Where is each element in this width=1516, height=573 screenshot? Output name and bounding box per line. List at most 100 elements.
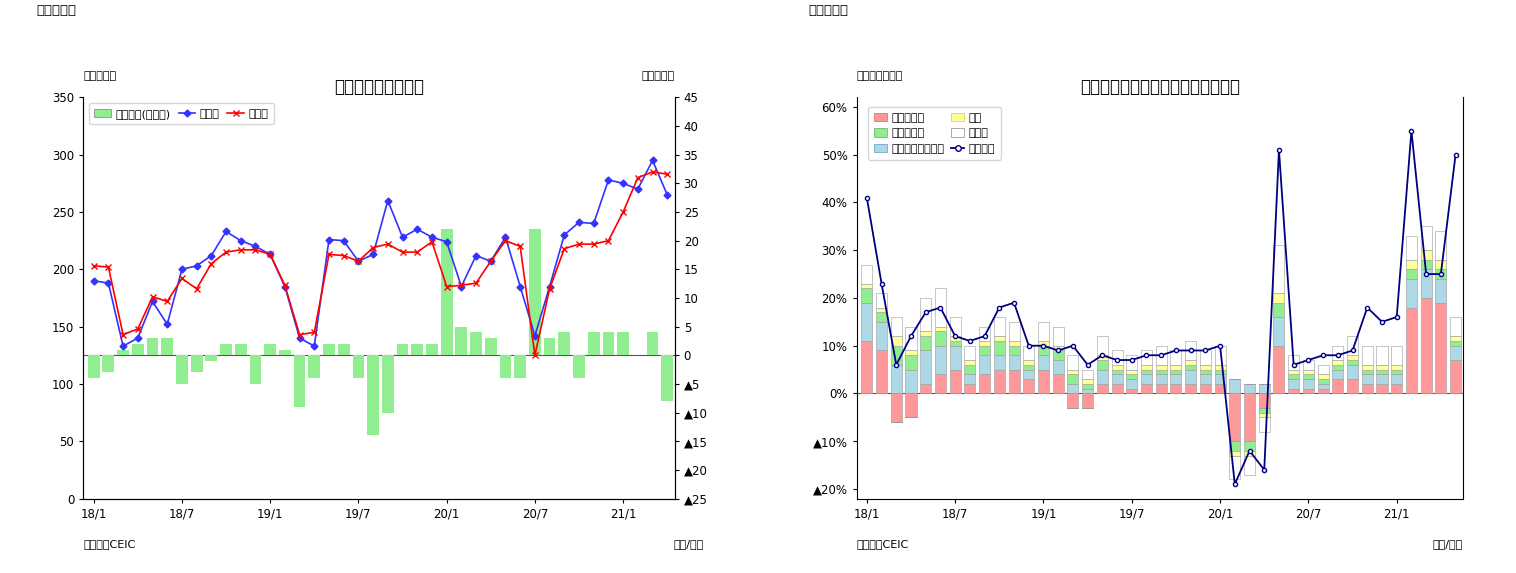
- Bar: [1214, 384, 1225, 394]
- Bar: [1361, 384, 1373, 394]
- Bar: [382, 355, 394, 413]
- Bar: [1451, 360, 1461, 394]
- Bar: [1067, 394, 1078, 408]
- Bar: [1229, 451, 1240, 456]
- Bar: [949, 336, 961, 341]
- Bar: [905, 370, 917, 394]
- Bar: [1008, 322, 1020, 341]
- Bar: [994, 341, 1005, 355]
- Bar: [1273, 303, 1284, 317]
- Bar: [1142, 374, 1152, 384]
- Bar: [979, 346, 990, 355]
- Bar: [1214, 370, 1225, 374]
- Bar: [1317, 379, 1328, 384]
- Bar: [147, 338, 158, 355]
- Bar: [1317, 365, 1328, 374]
- Bar: [1289, 379, 1299, 388]
- Bar: [1392, 384, 1402, 394]
- Bar: [1245, 394, 1255, 441]
- Bar: [1155, 384, 1167, 394]
- Bar: [964, 346, 975, 360]
- Bar: [935, 327, 946, 331]
- Bar: [1258, 413, 1270, 417]
- Bar: [920, 298, 931, 331]
- Bar: [935, 374, 946, 394]
- Bar: [1008, 341, 1020, 346]
- Bar: [1436, 260, 1446, 269]
- Bar: [1111, 370, 1122, 374]
- Bar: [905, 351, 917, 355]
- Bar: [1436, 231, 1446, 260]
- Bar: [905, 327, 917, 351]
- Bar: [1126, 355, 1137, 370]
- Bar: [1067, 355, 1078, 370]
- Bar: [891, 394, 902, 422]
- Bar: [1186, 341, 1196, 360]
- Bar: [1199, 365, 1211, 370]
- Bar: [88, 355, 100, 378]
- Bar: [1420, 269, 1431, 298]
- Bar: [1377, 370, 1387, 374]
- Bar: [905, 394, 917, 417]
- Bar: [994, 317, 1005, 336]
- Bar: [949, 317, 961, 336]
- Bar: [161, 338, 173, 355]
- Bar: [1186, 365, 1196, 370]
- Bar: [994, 355, 1005, 370]
- Bar: [1392, 370, 1402, 374]
- Bar: [1082, 394, 1093, 408]
- Bar: [1170, 374, 1181, 384]
- Bar: [920, 384, 931, 394]
- Bar: [1199, 384, 1211, 394]
- Bar: [588, 332, 600, 355]
- Bar: [1126, 370, 1137, 374]
- Bar: [1111, 351, 1122, 365]
- Bar: [1258, 408, 1270, 413]
- Bar: [647, 332, 658, 355]
- Bar: [1333, 365, 1343, 370]
- Bar: [367, 355, 379, 435]
- Bar: [1126, 374, 1137, 379]
- Legend: 電話・部品, 織物・衣類, 電気製品・同部品, 履物, その他, 輸出合計: 電話・部品, 織物・衣類, 電気製品・同部品, 履物, その他, 輸出合計: [869, 107, 1001, 159]
- Bar: [964, 384, 975, 394]
- Bar: [411, 344, 423, 355]
- Bar: [1142, 370, 1152, 374]
- Bar: [1096, 384, 1108, 394]
- Bar: [1348, 379, 1358, 394]
- Bar: [1023, 379, 1034, 394]
- Bar: [994, 336, 1005, 341]
- Bar: [1142, 384, 1152, 394]
- Bar: [891, 317, 902, 336]
- Bar: [1052, 360, 1064, 374]
- Bar: [1186, 370, 1196, 384]
- Bar: [1038, 341, 1049, 346]
- Bar: [964, 374, 975, 384]
- Bar: [558, 332, 570, 355]
- Bar: [1289, 388, 1299, 394]
- Bar: [949, 341, 961, 346]
- Bar: [964, 360, 975, 365]
- Bar: [1038, 346, 1049, 355]
- Bar: [876, 308, 887, 312]
- Bar: [1420, 250, 1431, 260]
- Bar: [529, 229, 541, 355]
- Text: （資料）CEIC: （資料）CEIC: [83, 539, 135, 548]
- Bar: [1420, 298, 1431, 394]
- Bar: [876, 293, 887, 308]
- Bar: [1273, 317, 1284, 346]
- Bar: [191, 355, 203, 372]
- Bar: [1348, 360, 1358, 365]
- Bar: [1229, 379, 1240, 394]
- Bar: [1405, 260, 1417, 269]
- Bar: [1023, 365, 1034, 370]
- Bar: [1302, 379, 1314, 388]
- Bar: [935, 288, 946, 327]
- Bar: [1245, 384, 1255, 394]
- Bar: [1111, 384, 1122, 394]
- Bar: [1142, 365, 1152, 370]
- Bar: [397, 344, 408, 355]
- Bar: [1229, 456, 1240, 480]
- Bar: [1420, 226, 1431, 250]
- Bar: [1067, 384, 1078, 394]
- Bar: [279, 350, 291, 355]
